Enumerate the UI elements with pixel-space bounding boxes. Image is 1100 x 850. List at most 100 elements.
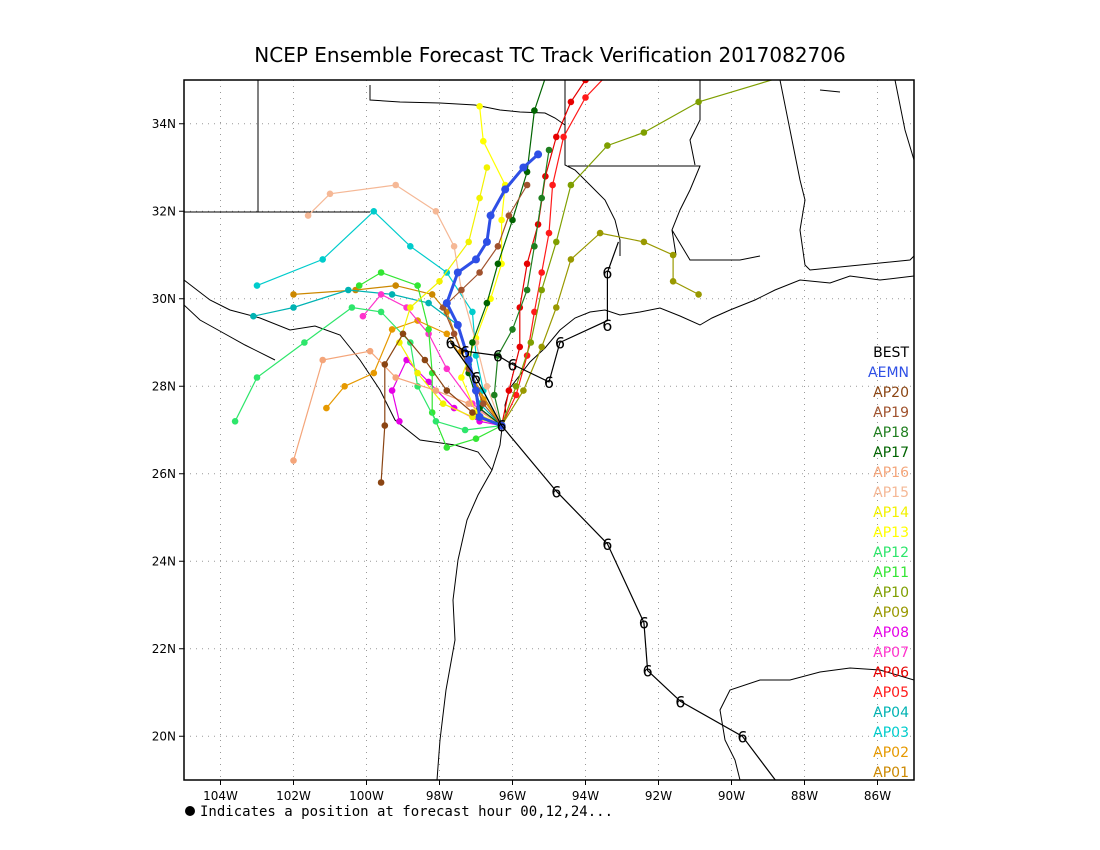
- arkansas-border: [564, 80, 761, 261]
- track-point: [366, 347, 374, 355]
- legend-item-aemn: AEMN: [868, 365, 909, 381]
- track-point: [695, 291, 702, 298]
- track-point: [553, 238, 560, 246]
- x-tick-label: 100W: [349, 789, 384, 803]
- track-point: [377, 269, 385, 276]
- legend-item-ap11: AP11: [873, 565, 909, 581]
- track-point: [450, 330, 458, 338]
- track-ap10: [498, 72, 790, 429]
- hurricane-symbol: 6: [507, 355, 517, 374]
- hurricane-symbol: 6: [460, 342, 470, 361]
- track-point: [553, 133, 560, 141]
- track-point: [458, 286, 465, 294]
- track-point: [545, 229, 553, 237]
- track-point: [516, 343, 524, 351]
- track-line: [398, 167, 502, 427]
- track-point: [290, 291, 297, 298]
- y-axis-ticks: 20N 22N 24N 26N 28N 30N 32N 34N: [152, 117, 184, 743]
- track-point: [783, 72, 790, 79]
- yucatan-coast: [719, 667, 914, 780]
- hurricane-symbol: 6: [602, 535, 612, 554]
- chart-title: NCEP Ensemble Forecast TC Track Verifica…: [254, 43, 845, 67]
- x-tick-label: 104W: [203, 789, 238, 803]
- track-line: [234, 306, 502, 431]
- track-point: [476, 194, 483, 202]
- track-point: [475, 412, 484, 421]
- track-point: [443, 365, 451, 373]
- track-line: [449, 241, 776, 780]
- track-line: [380, 332, 502, 483]
- track-point: [414, 369, 421, 377]
- gulf-coast-coastline: [436, 275, 914, 780]
- grid-lines: [184, 80, 914, 780]
- track-point: [428, 291, 436, 298]
- track-point: [465, 238, 473, 246]
- legend-item-ap18: AP18: [873, 425, 909, 441]
- hurricane-symbol: 6: [496, 417, 506, 436]
- hurricane-symbol: 6: [642, 662, 652, 681]
- legend-item-ap09: AP09: [873, 605, 909, 621]
- track-point: [531, 107, 538, 114]
- legend-item-ap05: AP05: [873, 685, 909, 701]
- hurricane-symbol: 6: [544, 373, 554, 392]
- track-aemn: [442, 150, 543, 430]
- track-point: [345, 286, 352, 294]
- hurricane-symbol: 6: [675, 692, 685, 711]
- track-point: [377, 308, 385, 316]
- track-point: [323, 404, 330, 412]
- track-ap08: [388, 356, 505, 429]
- x-tick-label: 94W: [572, 789, 599, 803]
- track-point: [392, 374, 400, 381]
- track-point: [527, 339, 535, 346]
- track-point: [352, 286, 359, 294]
- track-point: [453, 321, 462, 329]
- legend-item-best: BEST: [873, 345, 909, 361]
- track-point: [480, 400, 487, 408]
- track-point: [432, 208, 440, 215]
- track-point: [519, 163, 528, 172]
- track-point: [414, 282, 421, 289]
- track-point: [494, 260, 502, 268]
- track-point: [545, 146, 553, 154]
- track-point: [421, 356, 429, 364]
- track-point: [407, 243, 414, 250]
- legend-item-ap15: AP15: [873, 485, 909, 501]
- track-point: [523, 286, 531, 294]
- track-point: [669, 251, 677, 259]
- hurricane-symbol: 6: [551, 482, 561, 501]
- track-point: [432, 418, 440, 425]
- track-point: [472, 255, 480, 264]
- track-point: [505, 212, 513, 219]
- track-point: [443, 387, 451, 394]
- track-point: [377, 291, 385, 298]
- hurricane-symbol: 6: [493, 347, 503, 366]
- track-point: [567, 98, 575, 106]
- track-point: [326, 190, 334, 198]
- track-point: [381, 361, 389, 368]
- y-tick-label: 32N: [152, 204, 176, 218]
- legend-item-ap02: AP02: [873, 745, 909, 761]
- hurricane-symbol: 6: [555, 334, 565, 353]
- track-point: [476, 103, 483, 110]
- track-point: [443, 330, 451, 338]
- x-tick-label: 88W: [791, 789, 818, 803]
- track-point: [494, 243, 502, 250]
- x-tick-label: 102W: [276, 789, 311, 803]
- track-point: [640, 238, 648, 246]
- hurricane-symbol: 6: [737, 727, 747, 746]
- track-point: [436, 278, 443, 285]
- track-line: [493, 149, 550, 426]
- y-tick-label: 28N: [152, 379, 176, 393]
- track-point: [469, 409, 476, 416]
- track-point: [520, 387, 527, 394]
- track-point: [491, 391, 498, 399]
- track-point: [458, 374, 465, 381]
- track-point: [388, 291, 396, 298]
- track-point: [483, 299, 491, 307]
- track-line: [460, 106, 506, 427]
- track-line: [501, 80, 604, 426]
- track-point: [442, 299, 451, 308]
- track-point: [483, 164, 491, 171]
- track-point: [482, 237, 491, 246]
- legend-item-ap16: AP16: [873, 465, 909, 481]
